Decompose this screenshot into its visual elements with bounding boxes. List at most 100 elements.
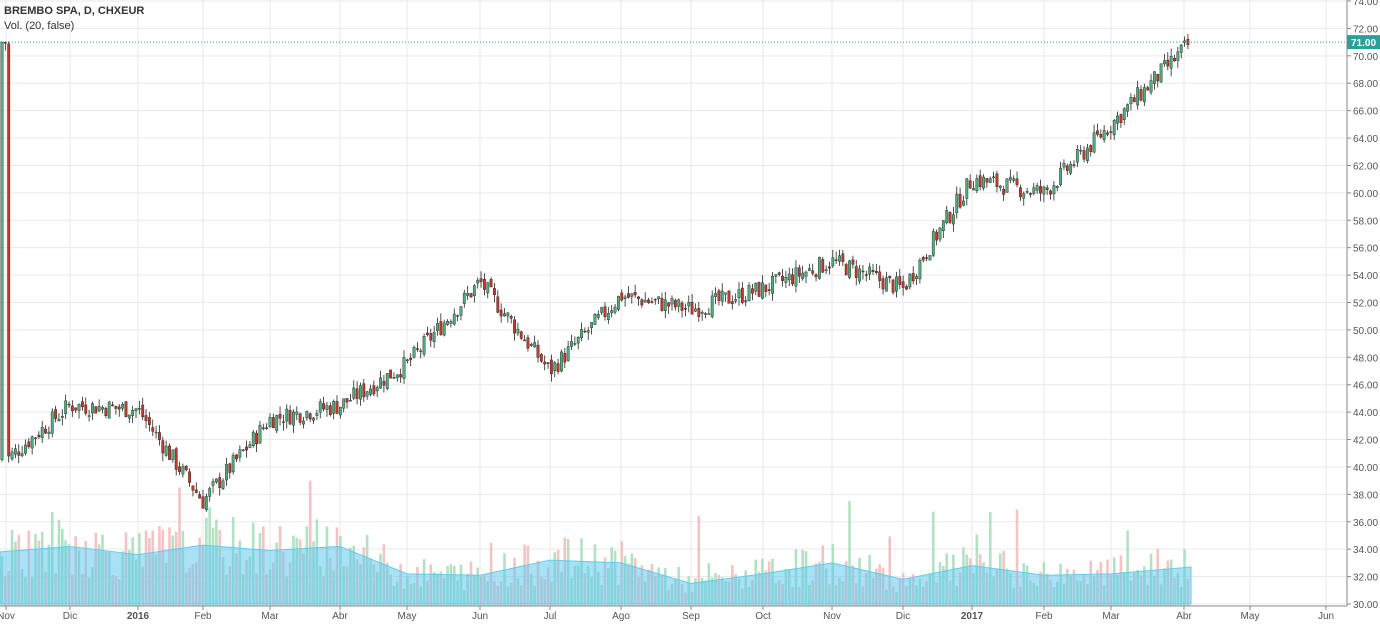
- candle-body: [399, 374, 403, 378]
- candle-body: [419, 350, 423, 353]
- price-tick-label: 42.00: [1353, 436, 1378, 447]
- candle-body: [1146, 87, 1150, 91]
- candle-body: [697, 308, 701, 317]
- candle-body: [472, 285, 476, 297]
- candle-body: [137, 407, 141, 410]
- price-tick-label: 64.00: [1353, 134, 1378, 145]
- candle-body: [80, 401, 84, 408]
- time-axis[interactable]: Nov Dic 2016 Feb Mar Abr May Jun Jul Ago Sep Oct Nov…: [0, 605, 1347, 622]
- candle-body: [278, 414, 282, 419]
- candle-body: [925, 257, 929, 259]
- candle-body: [446, 320, 449, 325]
- candle-body: [898, 276, 902, 285]
- candle-body: [908, 273, 912, 288]
- candle-body: [335, 401, 339, 414]
- symbol-title[interactable]: BREMBO SPA, D, CHXEUR: [4, 5, 145, 17]
- candle-body: [694, 308, 697, 312]
- candle-body: [928, 255, 932, 261]
- time-tick-label: Dic: [63, 611, 77, 622]
- candle-body: [1079, 149, 1083, 152]
- candle-body: [379, 377, 382, 389]
- candle-body: [737, 289, 741, 299]
- volume-bar: [1126, 530, 1129, 606]
- candle-body: [462, 292, 466, 304]
- candle-body: [154, 431, 158, 434]
- candle-body: [814, 274, 818, 278]
- candle-body: [1052, 185, 1056, 195]
- candle-body: [868, 266, 872, 275]
- candle-body: [784, 277, 788, 283]
- candle-body: [1102, 130, 1106, 141]
- candle-body: [345, 398, 349, 403]
- candle-body: [245, 446, 248, 451]
- candle-body: [439, 321, 443, 336]
- candle-body: [915, 276, 918, 279]
- candle-body: [1176, 51, 1180, 61]
- candle-body: [24, 444, 27, 454]
- candle-body: [1019, 187, 1022, 197]
- candle-body: [181, 466, 185, 475]
- candle-body: [560, 351, 563, 372]
- candle-body: [67, 403, 71, 406]
- candle-body: [349, 400, 352, 402]
- candle-body: [10, 451, 14, 460]
- candle-body: [921, 257, 925, 261]
- candle-body: [409, 357, 413, 361]
- time-tick-label: Jun: [472, 611, 488, 622]
- volume-average-area: [0, 544, 1192, 605]
- candle-body: [523, 339, 527, 342]
- candle-body: [506, 312, 510, 317]
- candle-body: [302, 420, 305, 425]
- candle-body: [74, 407, 78, 411]
- candle-body: [526, 337, 530, 349]
- time-tick-label: Oct: [755, 611, 771, 622]
- time-tick-label: Jul: [544, 611, 557, 622]
- candle-body: [496, 296, 500, 313]
- volume-bar: [932, 511, 935, 606]
- candle-body: [918, 259, 922, 280]
- candle-body: [117, 406, 121, 410]
- candle-body: [590, 322, 594, 328]
- candle-body: [751, 288, 754, 294]
- candle-body: [1109, 131, 1113, 133]
- candle-body: [516, 328, 520, 334]
- time-tick-label: Feb: [1035, 611, 1053, 622]
- volume-indicator-label[interactable]: Vol. (20, false): [4, 20, 75, 32]
- candle-body: [141, 404, 145, 418]
- candle-body: [992, 176, 996, 179]
- candle-body: [1002, 189, 1006, 195]
- candle-body: [580, 329, 583, 339]
- candle-body: [834, 259, 838, 261]
- candle-body: [134, 408, 138, 411]
- price-axis[interactable]: 30.00 32.00 34.00 36.00 38.00 40.00 42.00 44.00…: [1346, 0, 1380, 622]
- candle-body: [27, 441, 31, 448]
- candle-body: [292, 411, 295, 426]
- candle-body: [389, 369, 392, 379]
- candle-body: [553, 362, 557, 372]
- candle-body: [225, 464, 228, 481]
- chart-legend[interactable]: BREMBO SPA, D, CHXEUR Vol. (20, false): [4, 4, 144, 34]
- candle-body: [97, 406, 101, 412]
- candle-body: [214, 478, 218, 483]
- candle-body: [0, 42, 4, 460]
- time-tick-label: Abr: [1176, 611, 1192, 622]
- candle-body: [583, 330, 587, 333]
- candle-body: [255, 432, 258, 445]
- candle-body: [1049, 190, 1052, 195]
- candle-body: [499, 309, 503, 317]
- candle-body: [533, 342, 537, 348]
- candle-body: [982, 176, 985, 189]
- price-tick-label: 34.00: [1353, 545, 1378, 556]
- candle-body: [124, 401, 128, 417]
- candle-body: [881, 278, 885, 290]
- price-tick-label: 56.00: [1353, 244, 1378, 255]
- candle-body: [529, 344, 533, 346]
- candle-body: [754, 282, 758, 292]
- candle-body: [707, 313, 711, 315]
- candle-body: [201, 496, 205, 509]
- candle-body: [1072, 164, 1076, 167]
- candle-body: [885, 277, 888, 292]
- candle-body: [978, 175, 982, 187]
